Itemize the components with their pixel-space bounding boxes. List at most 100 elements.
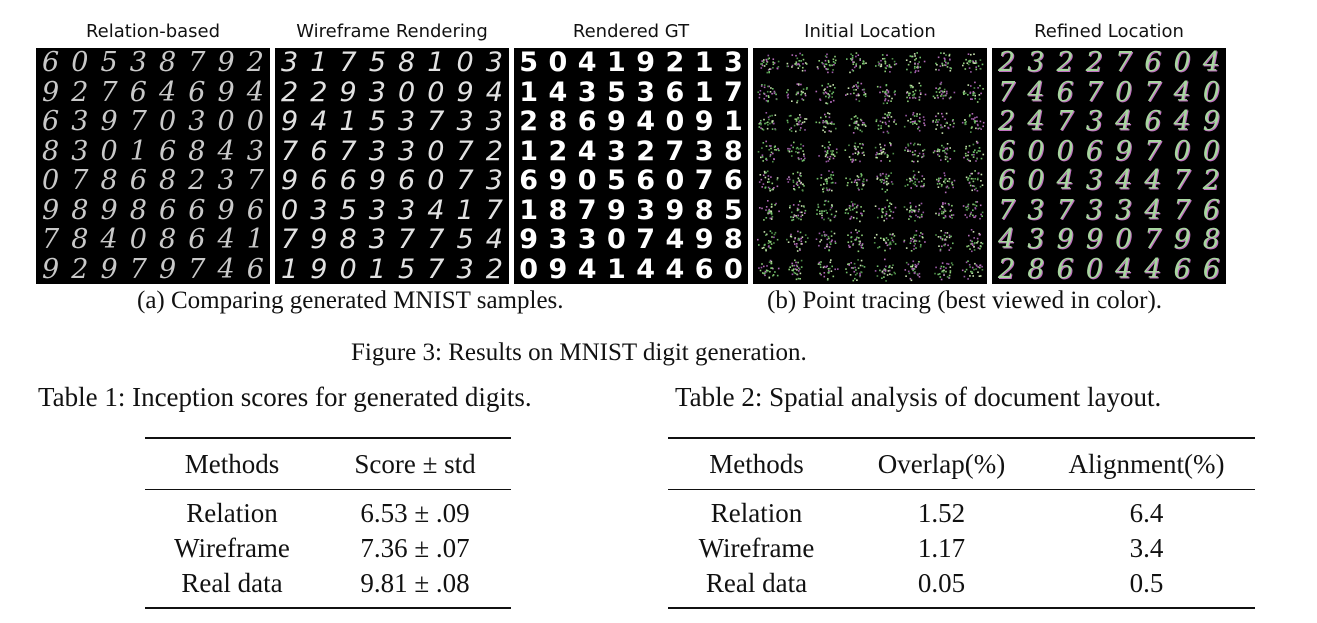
trace-point [875, 118, 878, 121]
trace-point [952, 242, 954, 245]
trace-point [850, 240, 853, 243]
trace-point [915, 230, 918, 232]
trace-point [880, 146, 882, 149]
trace-point [921, 156, 923, 159]
digit-cell: 4 [665, 254, 685, 284]
trace-point [915, 247, 917, 249]
trace-point [786, 238, 788, 241]
trace-point [943, 172, 946, 174]
trace-point [969, 275, 971, 277]
trace-point [790, 114, 792, 117]
trace-point [768, 261, 771, 263]
trace-point [906, 96, 908, 99]
trace-point [970, 127, 973, 129]
trace-point [801, 211, 803, 214]
trace-point [893, 91, 896, 94]
trace-point [830, 176, 832, 178]
digit-cell: 3 [1027, 225, 1045, 255]
trace-point [886, 154, 889, 156]
trace-point [852, 204, 854, 207]
trace-point [972, 203, 974, 206]
trace-point [865, 62, 867, 64]
trace-point [937, 88, 940, 90]
table2-cell: 0.5 [1129, 568, 1164, 598]
trace-point [861, 130, 863, 133]
trace-point [914, 209, 917, 212]
trace-point [828, 116, 831, 119]
trace-point [819, 212, 821, 215]
trace-point [797, 237, 800, 240]
trace-point [965, 145, 967, 148]
trace-point [855, 98, 858, 101]
trace-point [859, 272, 861, 275]
trace-point [789, 128, 791, 131]
trace-point [827, 235, 830, 238]
digit-cell: 9 [217, 48, 235, 78]
trace-point [798, 121, 800, 123]
trace-point [769, 115, 771, 117]
trace-point [763, 65, 766, 67]
trace-point [941, 132, 944, 134]
trace-point [942, 150, 944, 152]
trace-point [950, 235, 952, 238]
trace-point [820, 239, 823, 241]
trace-point [772, 152, 774, 155]
trace-point [804, 129, 806, 131]
trace-point [799, 200, 801, 203]
trace-point [826, 243, 828, 246]
trace-point [792, 181, 795, 183]
trace-point [922, 153, 925, 155]
trace-point [887, 99, 890, 102]
trace-point [852, 203, 854, 205]
trace-point [834, 87, 836, 89]
digit-cell: 0 [246, 107, 264, 137]
trace-point [910, 84, 913, 87]
trace-point [760, 67, 763, 69]
trace-point [798, 60, 800, 62]
trace-point [951, 181, 953, 184]
trace-point [942, 211, 945, 213]
trace-point [823, 203, 826, 206]
trace-point [911, 94, 914, 97]
trace-point [877, 61, 880, 63]
trace-point [845, 209, 847, 211]
trace-point [971, 271, 973, 273]
trace-point [825, 92, 828, 94]
trace-point [821, 217, 823, 219]
trace-point [894, 206, 897, 209]
trace-point [769, 247, 772, 249]
digit-cell: 7 [1115, 48, 1133, 78]
digit-cell: 4 [427, 195, 445, 225]
trace-point [823, 234, 826, 236]
trace-point [944, 64, 947, 67]
trace-point [952, 214, 955, 216]
digit-cell: 7 [694, 166, 714, 196]
trace-point [975, 201, 977, 203]
trace-point [788, 178, 791, 181]
trace-point [774, 271, 776, 273]
trace-point [893, 119, 896, 121]
trace-point [797, 63, 800, 65]
trace-point [893, 235, 896, 237]
digit-cell: 3 [485, 166, 503, 196]
trace-point [922, 185, 924, 188]
trace-point [761, 186, 763, 188]
trace-point [802, 189, 804, 192]
trace-point [941, 205, 943, 208]
trace-point [907, 119, 909, 122]
trace-point [802, 91, 804, 94]
digit-cell: 6 [246, 195, 264, 225]
trace-point [856, 181, 858, 184]
trace-point [938, 212, 940, 215]
trace-point [853, 145, 856, 148]
trace-point [799, 211, 802, 214]
trace-point [979, 217, 981, 220]
trace-point [909, 121, 912, 124]
trace-point [877, 247, 879, 249]
trace-point [760, 127, 762, 129]
trace-point [798, 179, 800, 181]
trace-point [825, 187, 828, 189]
trace-point [972, 143, 975, 146]
trace-point [909, 242, 912, 244]
trace-point [910, 187, 912, 189]
